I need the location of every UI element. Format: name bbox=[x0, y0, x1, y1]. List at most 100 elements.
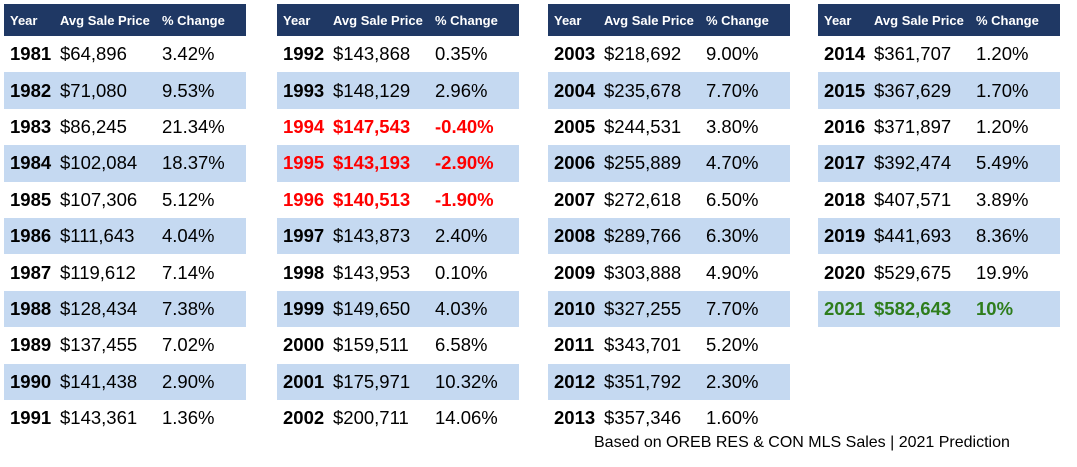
change-cell: -1.90% bbox=[435, 188, 494, 210]
change-cell: 2.96% bbox=[435, 79, 488, 101]
change-cell: 5.49% bbox=[976, 152, 1029, 174]
year-cell: 1998 bbox=[283, 261, 325, 283]
price-cell: $143,953 bbox=[333, 261, 411, 283]
price-cell: $361,707 bbox=[874, 43, 952, 65]
year-cell: 2019 bbox=[824, 225, 866, 247]
change-cell: 1.70% bbox=[976, 79, 1029, 101]
price-cell: $244,531 bbox=[604, 115, 682, 137]
table-row: 1995 $143,193 -2.90% bbox=[277, 145, 519, 182]
year-cell: 2018 bbox=[824, 188, 866, 210]
year-cell: 2007 bbox=[554, 188, 596, 210]
year-cell: 2011 bbox=[554, 334, 595, 356]
year-cell: 1999 bbox=[283, 297, 325, 319]
year-cell: 1986 bbox=[10, 225, 52, 247]
price-cell: $111,643 bbox=[60, 225, 135, 247]
change-cell: 7.70% bbox=[706, 79, 759, 101]
price-table-2: Year Avg Sale Price % Change 1992 $143,868 0.… bbox=[277, 4, 519, 436]
change-cell: 3.89% bbox=[976, 188, 1029, 210]
year-cell: 1987 bbox=[10, 261, 52, 283]
price-cell: $102,084 bbox=[60, 152, 138, 174]
column-header: % Change bbox=[706, 12, 769, 28]
table-row: 1991 $143,361 1.36% bbox=[4, 400, 246, 436]
table-row: 2017 $392,474 5.49% bbox=[818, 145, 1060, 182]
year-cell: 1995 bbox=[283, 152, 325, 174]
column-header: % Change bbox=[976, 12, 1039, 28]
price-cell: $407,571 bbox=[874, 188, 952, 210]
year-cell: 1993 bbox=[283, 79, 325, 101]
change-cell: 21.34% bbox=[162, 115, 225, 137]
table-row: 1984 $102,084 18.37% bbox=[4, 145, 246, 182]
change-cell: 14.06% bbox=[435, 407, 498, 429]
table-row: 1985 $107,306 5.12% bbox=[4, 182, 246, 218]
price-cell: $289,766 bbox=[604, 225, 682, 247]
table-row: 1981 $64,896 3.42% bbox=[4, 36, 246, 72]
price-cell: $143,868 bbox=[333, 43, 411, 65]
change-cell: 2.90% bbox=[162, 370, 215, 392]
change-cell: 9.53% bbox=[162, 79, 215, 101]
price-cell: $235,678 bbox=[604, 79, 682, 101]
change-cell: 1.20% bbox=[976, 115, 1029, 137]
year-cell: 2017 bbox=[824, 152, 866, 174]
table-row: 2006 $255,889 4.70% bbox=[548, 145, 790, 182]
year-cell: 1996 bbox=[283, 188, 325, 210]
year-cell: 2000 bbox=[283, 334, 325, 356]
change-cell: -0.40% bbox=[435, 115, 494, 137]
price-cell: $371,897 bbox=[874, 115, 952, 137]
price-cell: $343,701 bbox=[604, 334, 682, 356]
table-header: Year Avg Sale Price % Change bbox=[277, 4, 519, 36]
table-row: 2014 $361,707 1.20% bbox=[818, 36, 1060, 72]
change-cell: 6.50% bbox=[706, 188, 759, 210]
table-row: 1994 $147,543 -0.40% bbox=[277, 109, 519, 145]
price-table-3: Year Avg Sale Price % Change 2003 $218,692 9.… bbox=[548, 4, 790, 436]
table-row: 2009 $303,888 4.90% bbox=[548, 254, 790, 290]
change-cell: 3.42% bbox=[162, 43, 215, 65]
price-cell: $175,971 bbox=[333, 370, 411, 392]
year-cell: 1985 bbox=[10, 188, 52, 210]
column-header: Year bbox=[10, 12, 38, 28]
price-cell: $147,543 bbox=[333, 115, 411, 137]
year-cell: 2013 bbox=[554, 407, 596, 429]
change-cell: 6.30% bbox=[706, 225, 759, 247]
year-cell: 2020 bbox=[824, 261, 866, 283]
table-row: 2019 $441,693 8.36% bbox=[818, 217, 1060, 255]
table-row: 2013 $357,346 1.60% bbox=[548, 400, 790, 436]
year-cell: 2004 bbox=[554, 79, 596, 101]
price-cell: $149,650 bbox=[333, 297, 411, 319]
year-cell: 1983 bbox=[10, 115, 52, 137]
change-cell: 7.14% bbox=[162, 261, 215, 283]
table-row: 1982 $71,080 9.53% bbox=[4, 72, 246, 109]
year-cell: 2002 bbox=[283, 407, 325, 429]
year-cell: 2021 bbox=[824, 297, 866, 319]
change-cell: 4.90% bbox=[706, 261, 759, 283]
change-cell: 1.60% bbox=[706, 407, 759, 429]
year-cell: 2001 bbox=[283, 370, 325, 392]
change-cell: 10.32% bbox=[435, 370, 498, 392]
table-row: 2021 $582,643 10% bbox=[818, 290, 1060, 328]
table-row: 2002 $200,711 14.06% bbox=[277, 400, 519, 436]
table-row: 2012 $351,792 2.30% bbox=[548, 363, 790, 400]
price-cell: $71,080 bbox=[60, 79, 127, 101]
year-cell: 2016 bbox=[824, 115, 866, 137]
table-header: Year Avg Sale Price % Change bbox=[818, 4, 1060, 36]
table-row: 2003 $218,692 9.00% bbox=[548, 36, 790, 72]
year-cell: 1988 bbox=[10, 297, 52, 319]
change-cell: 8.36% bbox=[976, 225, 1029, 247]
price-cell: $392,474 bbox=[874, 152, 952, 174]
change-cell: 7.38% bbox=[162, 297, 215, 319]
column-header: Avg Sale Price bbox=[604, 12, 694, 28]
change-cell: 0.35% bbox=[435, 43, 488, 65]
year-cell: 2008 bbox=[554, 225, 596, 247]
footnote: Based on OREB RES & CON MLS Sales | 2021… bbox=[594, 434, 1010, 451]
change-cell: 19.9% bbox=[976, 261, 1029, 283]
table-row: 2000 $159,511 6.58% bbox=[277, 327, 519, 363]
table-row: 2010 $327,255 7.70% bbox=[548, 290, 790, 328]
table-row: 2001 $175,971 10.32% bbox=[277, 363, 519, 400]
table-row: 2007 $272,618 6.50% bbox=[548, 182, 790, 218]
change-cell: 5.12% bbox=[162, 188, 215, 210]
change-cell: 1.36% bbox=[162, 407, 215, 429]
column-header: % Change bbox=[435, 12, 498, 28]
change-cell: 18.37% bbox=[162, 152, 225, 174]
price-cell: $128,434 bbox=[60, 297, 138, 319]
price-cell: $255,889 bbox=[604, 152, 682, 174]
table-row: 2008 $289,766 6.30% bbox=[548, 217, 790, 255]
